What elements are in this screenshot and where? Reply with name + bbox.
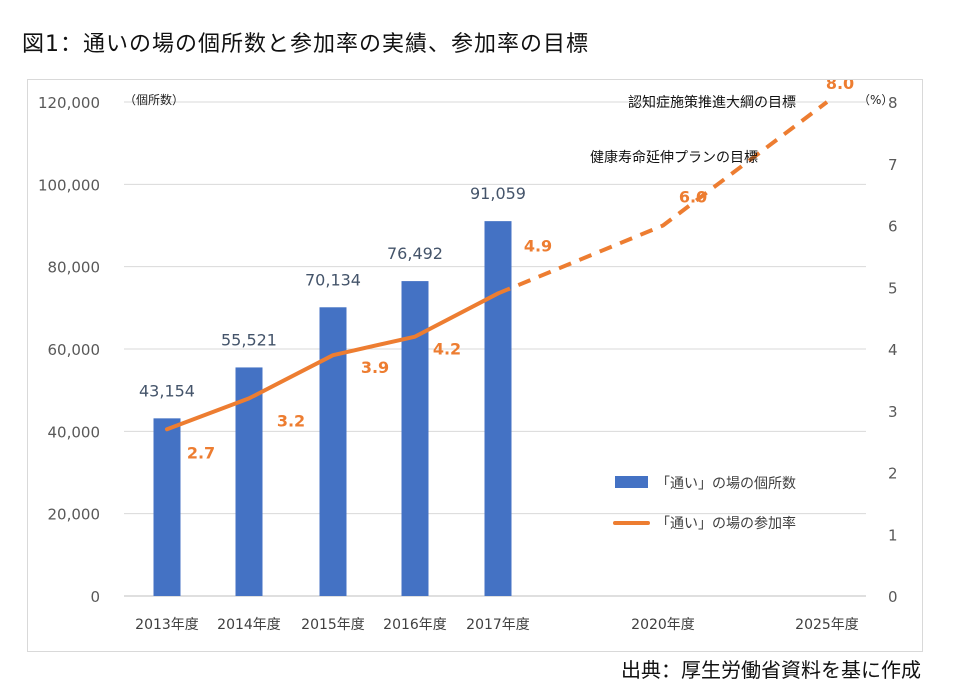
bar <box>319 307 347 596</box>
y-left-tick-label: 20,000 <box>48 506 101 524</box>
y-left-tick-label: 40,000 <box>48 423 101 441</box>
legend-bar-label: 「通い」の場の個所数 <box>656 476 796 492</box>
y-left-tick-label: 80,000 <box>48 259 101 277</box>
y-left-tick-label: 100,000 <box>38 176 100 194</box>
y-right-tick-label: 7 <box>888 156 898 174</box>
x-tick-label: 2015年度 <box>301 617 365 633</box>
y-left-unit-label: （個所数） <box>124 92 184 107</box>
line-series-actual <box>165 291 500 432</box>
bar-data-label: 55,521 <box>221 330 277 349</box>
line-data-label: 3.9 <box>361 358 389 377</box>
line-data-label: 4.9 <box>524 236 552 255</box>
chart-area: 0 20,000 40,000 60,000 80,000 100,000 120,000 0… <box>27 79 923 652</box>
line-series-target <box>497 100 829 296</box>
y-right-unit-label: （%） <box>858 93 893 107</box>
y-right-tick-label: 8 <box>888 94 898 112</box>
figure-title: 図1：通いの場の個所数と参加率の実績、参加率の目標 <box>22 32 589 57</box>
y-left-tick-label: 60,000 <box>48 341 101 359</box>
x-tick-label: 2017年度 <box>466 617 530 633</box>
y-left-tick-label: 0 <box>90 588 100 606</box>
chart-svg: 0 20,000 40,000 60,000 80,000 100,000 120,000 0… <box>38 80 898 633</box>
line-data-label: 4.2 <box>433 340 461 359</box>
line-data-label: 3.2 <box>277 411 305 430</box>
bar-data-label: 43,154 <box>139 381 195 400</box>
bar <box>484 221 512 597</box>
y-right-tick-label: 1 <box>888 526 898 544</box>
y-right-tick-label: 0 <box>888 588 898 606</box>
x-tick-label: 2014年度 <box>217 617 281 633</box>
y-right-tick-label: 6 <box>888 218 898 236</box>
y-right-tick-label: 4 <box>888 341 898 359</box>
bar-data-label: 70,134 <box>305 270 361 289</box>
line-data-label: 2.7 <box>187 443 215 462</box>
bar <box>401 281 429 596</box>
y-right-tick-label: 3 <box>888 403 898 421</box>
bar <box>235 367 263 596</box>
y-right-tick-label: 5 <box>888 279 898 297</box>
bar-data-label: 76,492 <box>387 244 443 263</box>
target-annotation: 認知症施策推進大綱の目標 <box>628 94 796 111</box>
target-annotation: 健康寿命延伸プランの目標 <box>590 149 758 166</box>
bar <box>153 418 181 596</box>
x-tick-label: 2025年度 <box>795 617 859 633</box>
source-note: 出典：厚生労働省資料を基に作成 <box>621 658 921 682</box>
x-tick-label: 2013年度 <box>135 617 199 633</box>
line-data-label: 8.0 <box>826 80 854 93</box>
bar-data-label: 91,059 <box>470 184 526 203</box>
x-tick-label: 2020年度 <box>631 617 695 633</box>
legend-line-label: 「通い」の場の参加率 <box>656 515 796 532</box>
y-left-tick-label: 120,000 <box>38 94 100 112</box>
x-tick-label: 2016年度 <box>383 617 447 633</box>
y-right-tick-label: 2 <box>888 465 898 483</box>
legend-bar-swatch <box>615 476 648 488</box>
line-data-label: 6.0 <box>679 188 707 207</box>
